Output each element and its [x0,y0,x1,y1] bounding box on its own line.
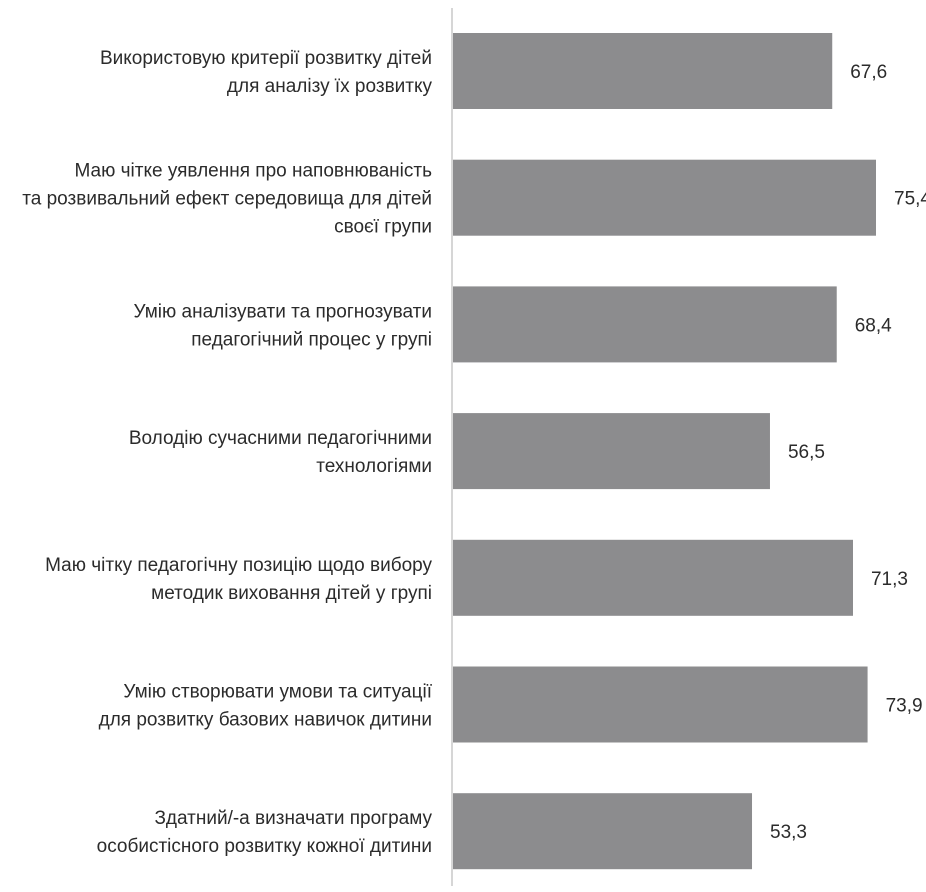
bar-3 [453,286,837,363]
category-label-2: Маю чітке уявлення про наповнюваність та … [22,161,432,238]
category-label-2-line-3: своєї групи [334,217,432,238]
bar-1 [453,33,833,109]
category-label-2-line-1: Маю чітке уявлення про наповнюваність [75,161,433,182]
bar-2 [453,159,876,236]
category-label-6: Умію створювати умови та ситуації для роз… [99,682,433,731]
value-label-4: 56,5 [788,442,825,463]
category-label-1: Використовую критерії розвитку дітей для … [100,48,433,97]
category-label-6-line-1: Умію створювати умови та ситуації [123,682,432,703]
category-label-6-line-2: для розвитку базових навичок дитини [99,710,432,731]
category-label-5-line-2: методик виховання дітей у групі [151,583,432,604]
bar-7 [453,793,753,870]
bars-layer [453,33,876,870]
value-labels-layer: 67,6 75,4 68,4 56,5 71,3 73,9 53,3 [770,62,926,843]
category-label-7-line-1: Здатний/-а визначати програму [154,808,432,829]
value-label-7: 53,3 [770,822,807,843]
bar-5 [453,539,853,616]
category-label-1-line-2: для аналізу їх розвитку [227,76,433,97]
category-label-4-line-2: технологіями [316,456,432,477]
value-label-3: 68,4 [855,315,892,336]
category-label-3: Умію аналізувати та прогнозувати педагогі… [134,301,432,350]
category-label-1-line-1: Використовую критерії розвитку дітей [100,48,432,69]
category-label-3-line-2: педагогічний процес у групі [191,329,432,350]
category-label-4-line-1: Володію сучасними педагогічними [129,428,432,449]
bar-6 [453,666,868,743]
value-label-1: 67,6 [850,62,887,83]
value-label-2: 75,4 [894,189,926,210]
category-label-5: Маю чітку педагогічну позицію щодо вибор… [45,555,432,604]
value-label-6: 73,9 [886,696,923,717]
category-label-7-line-2: особистісного розвитку кожної дитини [97,836,432,857]
category-label-7: Здатний/-а визначати програму особистісно… [97,808,433,857]
bar-4 [453,413,770,490]
category-label-4: Володію сучасними педагогічними технологі… [129,428,432,477]
category-label-3-line-1: Умію аналізувати та прогнозувати [134,301,432,322]
category-label-5-line-1: Маю чітку педагогічну позицію щодо вибор… [45,555,432,576]
category-label-2-line-2: та розвивальний ефект середовища для діт… [22,189,432,210]
value-label-5: 71,3 [871,569,908,590]
category-labels-layer: Використовую критерії розвитку дітей для … [22,48,432,857]
